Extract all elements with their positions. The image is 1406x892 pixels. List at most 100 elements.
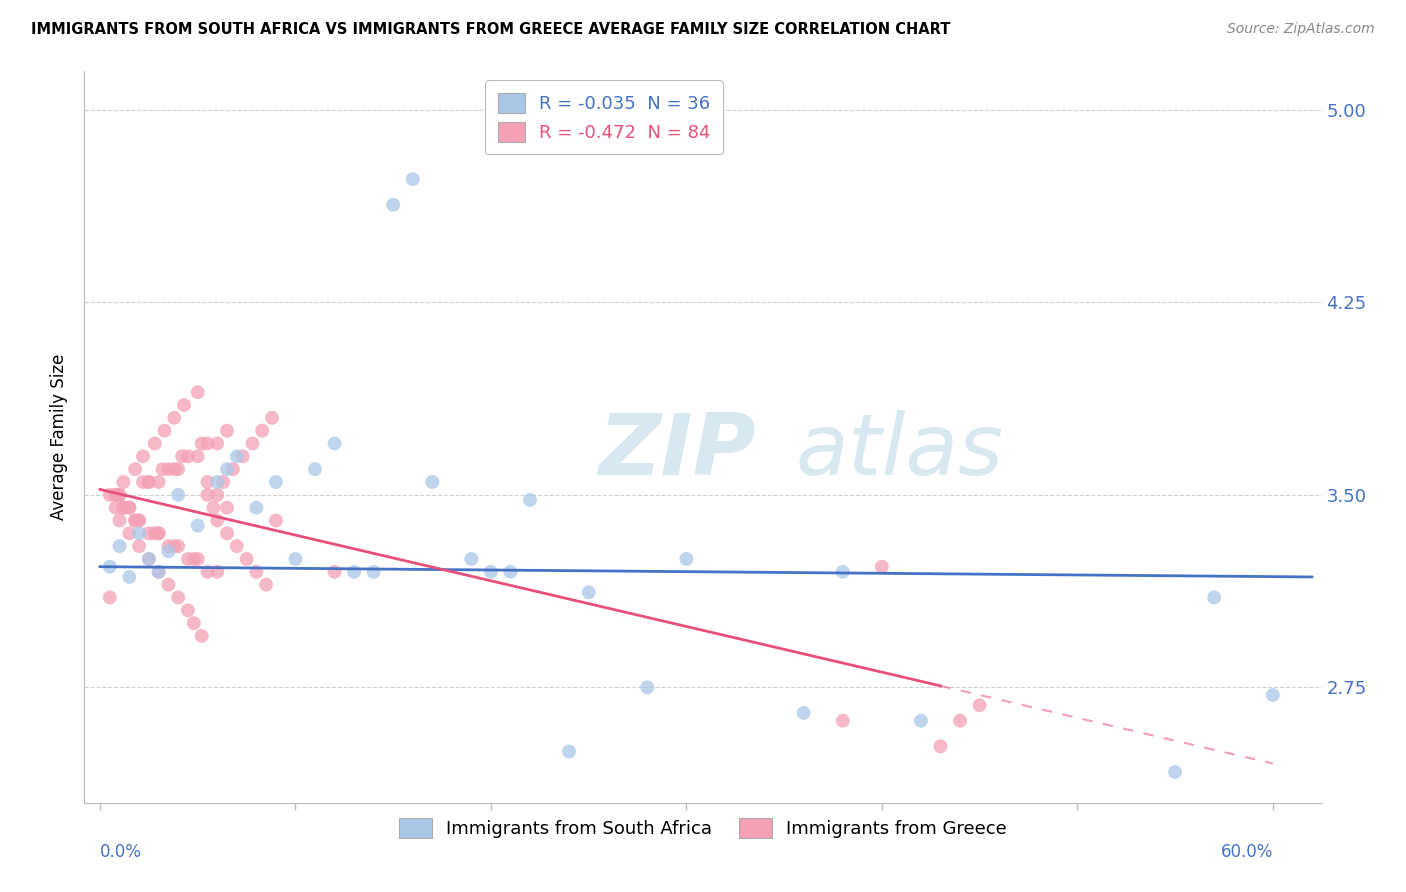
- Point: [363, 565, 385, 579]
- Point: [578, 585, 600, 599]
- Point: [118, 500, 141, 515]
- Point: [187, 450, 209, 464]
- Point: [108, 488, 131, 502]
- Point: [163, 539, 186, 553]
- Point: [197, 436, 219, 450]
- Point: [420, 475, 443, 489]
- Point: [402, 172, 425, 186]
- Point: [148, 526, 170, 541]
- Point: [675, 552, 697, 566]
- Point: [343, 565, 366, 579]
- Legend: Immigrants from South Africa, Immigrants from Greece: Immigrants from South Africa, Immigrants…: [392, 811, 1014, 845]
- Point: [260, 410, 283, 425]
- Y-axis label: Average Family Size: Average Family Size: [51, 354, 69, 520]
- Point: [157, 577, 180, 591]
- Point: [98, 559, 121, 574]
- Point: [143, 436, 166, 450]
- Point: [1204, 591, 1226, 605]
- Point: [197, 565, 219, 579]
- Point: [112, 475, 135, 489]
- Point: [499, 565, 522, 579]
- Point: [124, 514, 146, 528]
- Point: [245, 565, 267, 579]
- Point: [949, 714, 972, 728]
- Point: [197, 488, 219, 502]
- Text: ZIP: ZIP: [598, 410, 755, 493]
- Point: [1164, 764, 1187, 779]
- Point: [215, 526, 238, 541]
- Point: [173, 398, 195, 412]
- Point: [242, 436, 264, 450]
- Point: [202, 500, 225, 515]
- Point: [118, 570, 141, 584]
- Point: [558, 744, 581, 758]
- Point: [167, 488, 190, 502]
- Point: [207, 436, 229, 450]
- Text: 60.0%: 60.0%: [1220, 843, 1272, 861]
- Point: [108, 514, 131, 528]
- Point: [148, 526, 170, 541]
- Point: [128, 539, 150, 553]
- Point: [304, 462, 326, 476]
- Point: [104, 500, 127, 515]
- Point: [254, 577, 277, 591]
- Text: 0.0%: 0.0%: [100, 843, 142, 861]
- Point: [183, 616, 205, 631]
- Point: [207, 514, 229, 528]
- Point: [138, 526, 160, 541]
- Point: [235, 552, 257, 566]
- Point: [969, 698, 991, 713]
- Point: [138, 552, 160, 566]
- Text: atlas: atlas: [796, 410, 1004, 493]
- Point: [264, 514, 287, 528]
- Point: [479, 565, 502, 579]
- Point: [222, 462, 245, 476]
- Point: [215, 500, 238, 515]
- Point: [264, 475, 287, 489]
- Point: [187, 385, 209, 400]
- Point: [138, 475, 160, 489]
- Point: [152, 462, 174, 476]
- Point: [187, 552, 209, 566]
- Point: [177, 603, 200, 617]
- Point: [157, 544, 180, 558]
- Point: [245, 500, 267, 515]
- Point: [138, 475, 160, 489]
- Point: [225, 539, 247, 553]
- Point: [98, 591, 121, 605]
- Text: IMMIGRANTS FROM SOUTH AFRICA VS IMMIGRANTS FROM GREECE AVERAGE FAMILY SIZE CORRE: IMMIGRANTS FROM SOUTH AFRICA VS IMMIGRAN…: [31, 22, 950, 37]
- Point: [157, 539, 180, 553]
- Point: [138, 552, 160, 566]
- Point: [323, 565, 346, 579]
- Point: [108, 539, 131, 553]
- Point: [167, 539, 190, 553]
- Point: [323, 436, 346, 450]
- Point: [167, 462, 190, 476]
- Point: [104, 488, 127, 502]
- Point: [215, 462, 238, 476]
- Point: [252, 424, 274, 438]
- Point: [172, 450, 194, 464]
- Point: [124, 514, 146, 528]
- Point: [793, 706, 815, 720]
- Point: [118, 500, 141, 515]
- Point: [177, 450, 200, 464]
- Point: [104, 488, 127, 502]
- Point: [177, 552, 200, 566]
- Point: [108, 488, 131, 502]
- Point: [207, 475, 229, 489]
- Point: [167, 591, 190, 605]
- Point: [163, 410, 186, 425]
- Point: [207, 488, 229, 502]
- Point: [870, 559, 893, 574]
- Point: [148, 565, 170, 579]
- Point: [118, 526, 141, 541]
- Point: [148, 565, 170, 579]
- Point: [190, 629, 212, 643]
- Point: [831, 714, 853, 728]
- Text: Source: ZipAtlas.com: Source: ZipAtlas.com: [1227, 22, 1375, 37]
- Point: [128, 526, 150, 541]
- Point: [148, 475, 170, 489]
- Point: [929, 739, 952, 754]
- Point: [112, 500, 135, 515]
